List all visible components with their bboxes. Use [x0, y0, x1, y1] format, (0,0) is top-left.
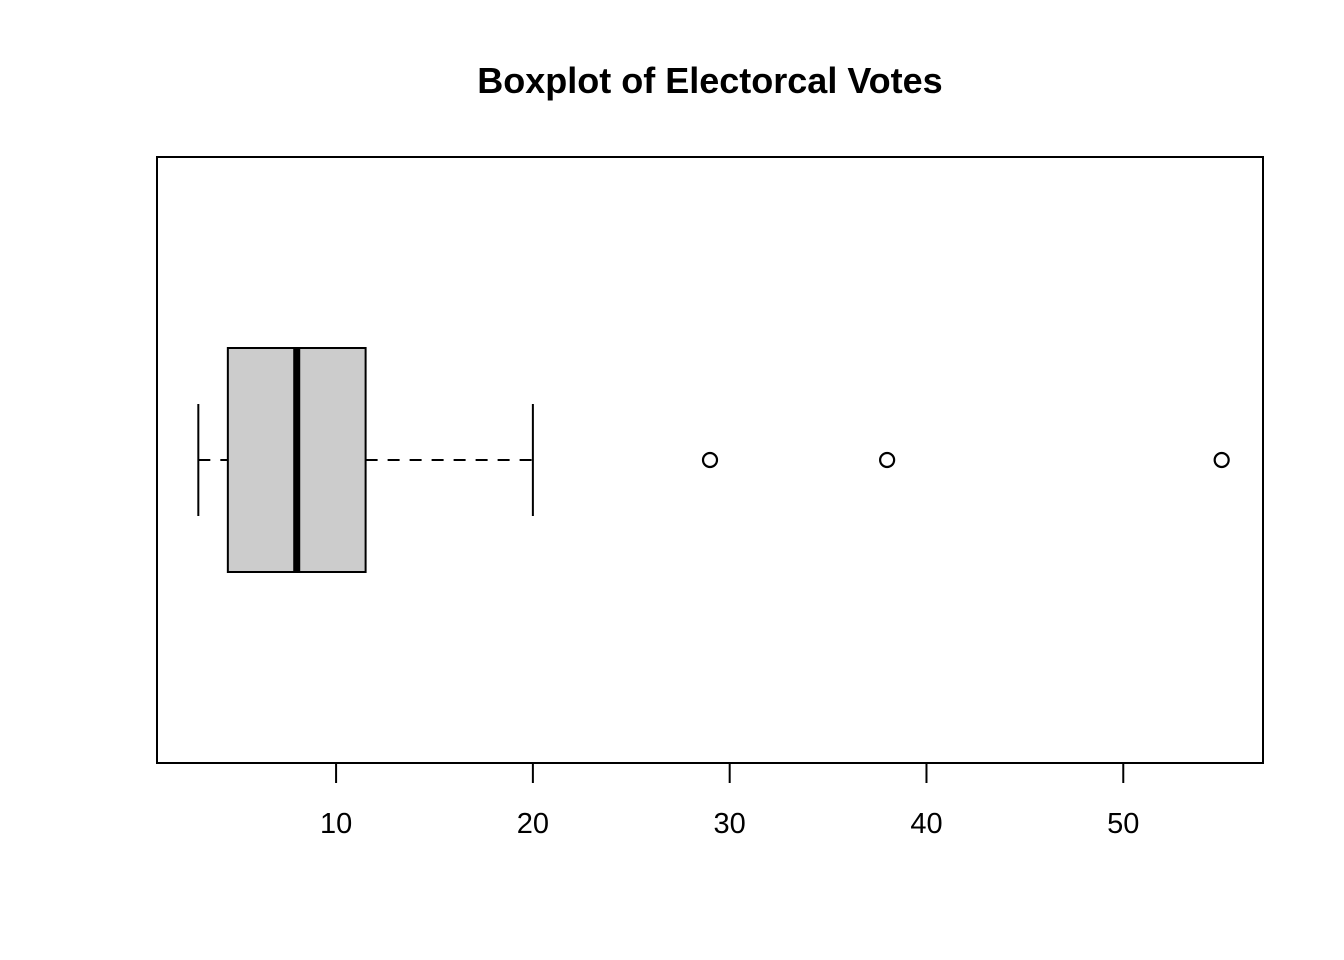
boxplot-series	[197, 347, 1230, 573]
x-tick-label: 10	[320, 808, 352, 840]
x-tick-label: 40	[910, 808, 942, 840]
x-tick-label: 20	[517, 808, 549, 840]
x-tick-label: 30	[714, 808, 746, 840]
x-tick-label: 50	[1107, 808, 1139, 840]
outlier-point	[879, 451, 896, 469]
chart-title: Boxplot of Electorcal Votes	[477, 60, 942, 101]
x-axis: 10 20 30 40 50	[320, 763, 1139, 840]
outlier-point	[701, 451, 719, 469]
outlier-point	[1213, 451, 1230, 469]
plot-frame	[156, 156, 1264, 764]
